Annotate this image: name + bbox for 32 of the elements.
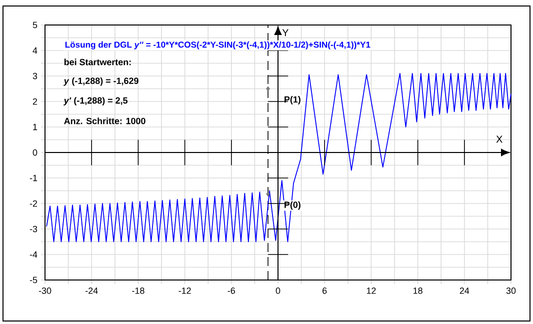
y-tick-label: 5 xyxy=(32,22,38,28)
y-tick-label: -1 xyxy=(30,174,38,182)
y-tick-label: 3 xyxy=(32,72,38,80)
y-tick-label: 4 xyxy=(32,47,38,54)
y-tick-label: 1 xyxy=(33,124,38,130)
x-tick-label: 30 xyxy=(506,288,516,294)
x-tick-label: 12 xyxy=(366,288,376,294)
annotation: P(0) xyxy=(284,201,300,210)
y-tick-label: -2 xyxy=(30,200,38,207)
line-series xyxy=(46,73,512,242)
x-tick-label: -18 xyxy=(132,288,144,294)
x-tick-label: 18 xyxy=(414,288,422,294)
annotation: y (-1,288) = -1,629 xyxy=(63,77,138,86)
annotation: P(1) xyxy=(284,96,300,104)
y-axis-title: Y xyxy=(282,29,289,36)
annotation: y' (-1,288) = 2,5 xyxy=(63,97,128,106)
x-tick-label: -6 xyxy=(228,288,235,294)
y-tick-label: 2 xyxy=(32,98,38,105)
x-tick-label: 0 xyxy=(276,288,280,294)
y-tick-label: -3 xyxy=(30,226,38,232)
text: Lösung der DGL y'' = -10*Y*COS(-2*Y-SIN(-3*(-4,1))*X/10-1/2)+SIN(-(-4,1))*Y1 xyxy=(65,41,370,50)
x-tick-label: 6 xyxy=(322,288,327,294)
x-tick-label: -24 xyxy=(86,288,98,294)
x-axis-title: X xyxy=(496,136,502,143)
y-tick-label: 0 xyxy=(32,149,38,156)
x-tick-label: -30 xyxy=(38,288,52,294)
x-tick-label: 24 xyxy=(460,288,470,294)
y-tick-label: -4 xyxy=(30,251,38,258)
y-tick-label: -5 xyxy=(30,276,38,284)
annotation: Anz. Schritte: 1000 xyxy=(64,118,146,124)
x-tick-label: -12 xyxy=(178,288,191,294)
annotation: bei Startwerten: xyxy=(64,58,131,66)
